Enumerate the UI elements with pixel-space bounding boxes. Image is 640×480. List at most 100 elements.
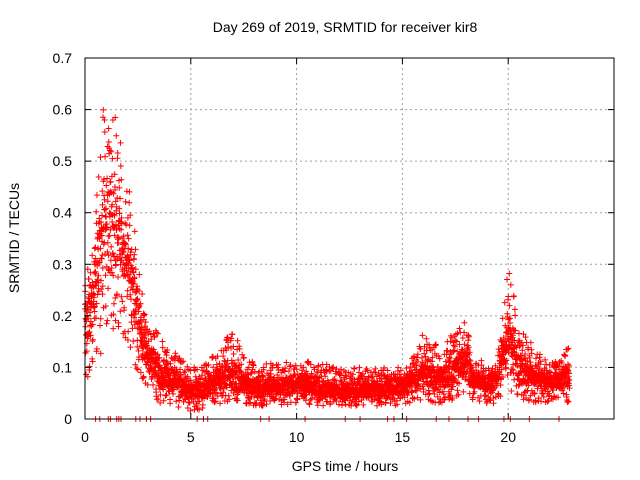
data-point (130, 269, 137, 276)
data-point (101, 196, 108, 203)
data-point (119, 298, 126, 305)
data-point (127, 212, 134, 219)
data-point (323, 368, 330, 375)
data-point (126, 199, 133, 206)
data-point (118, 226, 125, 233)
data-point (101, 129, 108, 136)
data-point (234, 346, 241, 353)
data-point (93, 220, 100, 227)
data-point (97, 219, 104, 226)
y-tick-label: 0.5 (53, 153, 73, 169)
data-point (135, 308, 142, 315)
data-point (284, 401, 291, 408)
data-point (88, 322, 95, 329)
data-point (125, 271, 132, 278)
data-point (234, 397, 241, 404)
data-point (104, 175, 111, 182)
data-point (229, 331, 236, 338)
data-point (97, 315, 104, 322)
data-point (136, 271, 143, 278)
data-point (136, 303, 143, 310)
data-point (129, 325, 136, 332)
data-point (184, 373, 191, 380)
chart-title: Day 269 of 2019, SRMTID for receiver kir… (213, 19, 478, 35)
data-point (111, 184, 118, 191)
data-point (97, 277, 104, 284)
data-point (151, 349, 158, 356)
data-point (137, 300, 144, 307)
data-point (286, 363, 293, 370)
data-point (159, 344, 166, 351)
data-point (104, 198, 111, 205)
data-point (120, 233, 127, 240)
data-point (297, 362, 304, 369)
data-point (155, 396, 162, 403)
data-point (103, 320, 110, 327)
data-point (111, 171, 118, 178)
data-point (220, 353, 227, 360)
data-point (98, 255, 105, 262)
data-point (156, 362, 163, 369)
data-point (287, 362, 294, 369)
data-point (230, 343, 237, 350)
data-point (117, 308, 124, 315)
data-point (210, 395, 217, 402)
data-point (104, 248, 111, 255)
data-point (240, 355, 247, 362)
data-point (272, 395, 279, 402)
data-point (245, 364, 252, 371)
data-point (154, 330, 161, 337)
data-point (160, 397, 167, 404)
data-point (99, 265, 106, 272)
data-point (135, 347, 142, 354)
data-point (110, 190, 117, 197)
data-point (235, 356, 242, 363)
data-point (259, 402, 266, 409)
data-point (259, 373, 266, 380)
data-point (134, 296, 141, 303)
data-point (105, 266, 112, 273)
data-point (214, 353, 221, 360)
data-point (82, 323, 89, 330)
data-point (180, 358, 187, 365)
y-tick-label: 0.2 (53, 308, 73, 324)
data-point (105, 285, 112, 292)
data-point (118, 219, 125, 226)
data-point (109, 218, 116, 225)
data-point (151, 334, 158, 341)
data-point (330, 364, 337, 371)
data-point (132, 289, 139, 296)
data-point (153, 329, 160, 336)
data-point (116, 210, 123, 217)
data-point (98, 255, 105, 262)
data-point (240, 354, 247, 361)
data-point (250, 361, 257, 368)
data-point (186, 399, 193, 406)
data-point (99, 283, 106, 290)
data-point (101, 206, 108, 213)
data-point (103, 182, 110, 189)
data-point (162, 392, 169, 399)
data-point (175, 403, 182, 410)
data-point (282, 365, 289, 372)
data-point (89, 321, 96, 328)
data-point (220, 385, 227, 392)
data-point (167, 396, 174, 403)
data-point (127, 344, 134, 351)
data-point (137, 318, 144, 325)
data-point (145, 330, 152, 337)
data-point (125, 328, 132, 335)
x-tick-label: 15 (395, 429, 411, 445)
data-point (234, 337, 241, 344)
data-point (123, 221, 130, 228)
data-point (322, 373, 329, 380)
data-point (98, 232, 105, 239)
data-point (104, 317, 111, 324)
data-point (150, 381, 157, 388)
data-point (133, 365, 140, 372)
data-point (204, 393, 211, 400)
data-point (130, 338, 137, 345)
data-point (236, 345, 243, 352)
data-point (233, 371, 240, 378)
